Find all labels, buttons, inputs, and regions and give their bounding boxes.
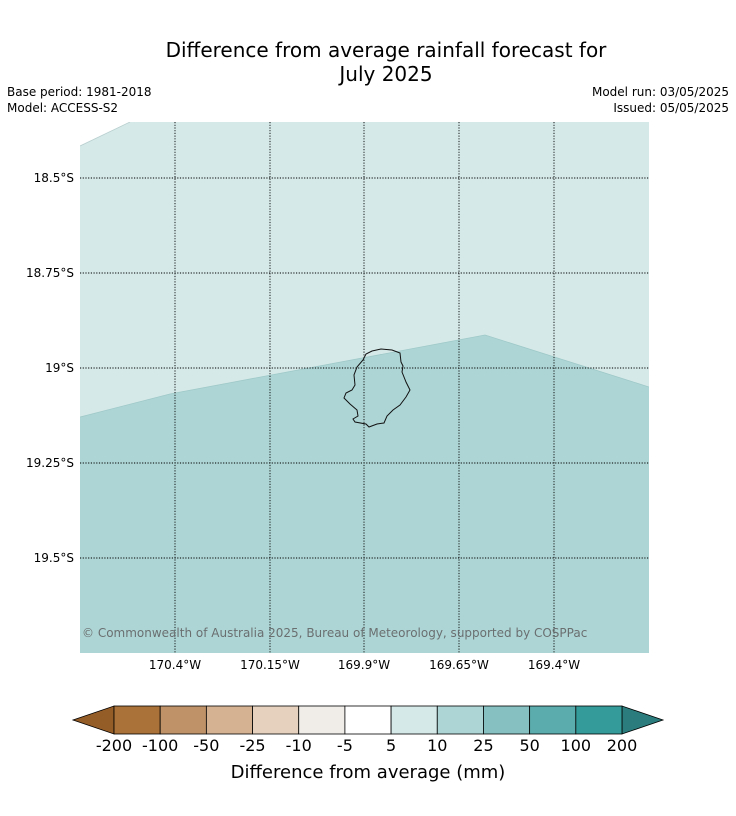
region-boundary [80,122,131,147]
map-title-line-1: Difference from average rainfall forecas… [165,38,607,62]
colorbar-tick-label-3: -25 [239,736,265,755]
lat-label-19: 19°S [45,361,74,375]
lon-label-169-9: 169.9°W [338,658,390,672]
copyright-notice: © Commonwealth of Australia 2025, Bureau… [82,626,587,640]
lat-label-18-5: 18.5°S [34,171,74,185]
colorbar-tick-label-8: 25 [473,736,493,755]
colorbar-tick-label-7: 10 [427,736,447,755]
lat-label-19-25: 19.25°S [26,456,74,470]
colorbar-tick-label-6: 5 [386,736,396,755]
issued-label: Issued: 05/05/2025 [613,101,729,115]
map-area: © Commonwealth of Australia 2025, Bureau… [80,122,649,653]
region-5-to-10 [80,122,649,417]
colorbar-segment-8 [483,705,531,735]
colorbar-segment-0 [113,705,161,735]
colorbar-segment-1 [159,705,207,735]
colorbar-segment-4 [298,705,346,735]
lon-label-170-15: 170.15°W [240,658,300,672]
colorbar-tick-label-10: 100 [561,736,592,755]
latitude-labels: 18.5°S 18.75°S 19°S 19.25°S 19.5°S [26,171,74,565]
base-period-label: Base period: 1981-2018 [7,85,152,99]
lon-label-170-4: 170.4°W [149,658,201,672]
colorbar-segment-3 [252,705,300,735]
model-run-label: Model run: 03/05/2025 [591,85,729,99]
map-title: Difference from average rainfall forecas… [0,38,736,86]
map-title-line-2: July 2025 [339,62,433,86]
colorbar-segment-7 [436,705,484,735]
colorbar-tick-label-5: -5 [337,736,353,755]
colorbar-under-arrow [71,705,115,735]
lat-label-18-75: 18.75°S [26,266,74,280]
colorbar-tick-label-9: 50 [519,736,539,755]
colorbar-segment-6 [390,705,438,735]
colorbar-segment-2 [205,705,253,735]
colorbar-title: Difference from average (mm) [231,762,506,783]
colorbar-segment-9 [529,705,577,735]
meta-right: Model run: 03/05/2025 Issued: 05/05/2025 [592,84,729,116]
lon-label-169-65: 169.65°W [429,658,489,672]
longitude-labels: 170.4°W 170.15°W 169.9°W 169.65°W 169.4°… [149,658,580,672]
colorbar-over-arrow [621,705,665,735]
niue-island-coastline [343,348,411,428]
graticule [80,122,649,653]
colorbar-tick-label-4: -10 [286,736,312,755]
colorbar [71,705,665,735]
lon-label-169-4: 169.4°W [528,658,580,672]
meta-left: Base period: 1981-2018 Model: ACCESS-S2 [7,84,152,116]
lat-label-19-5: 19.5°S [34,551,74,565]
colorbar-segment-5 [344,705,392,735]
colorbar-tick-label-1: -100 [142,736,178,755]
region-10-to-25 [80,335,649,653]
model-label: Model: ACCESS-S2 [7,101,119,115]
region-boundary-2 [80,334,649,418]
colorbar-labels: -200 -100 -50 -25 -10 -5 5 10 25 50 100 200 [96,736,637,755]
colorbar-tick-label-2: -50 [193,736,219,755]
colorbar-tick-label-11: 200 [607,736,638,755]
colorbar-segment-10 [575,705,623,735]
colorbar-tick-label-0: -200 [96,736,132,755]
